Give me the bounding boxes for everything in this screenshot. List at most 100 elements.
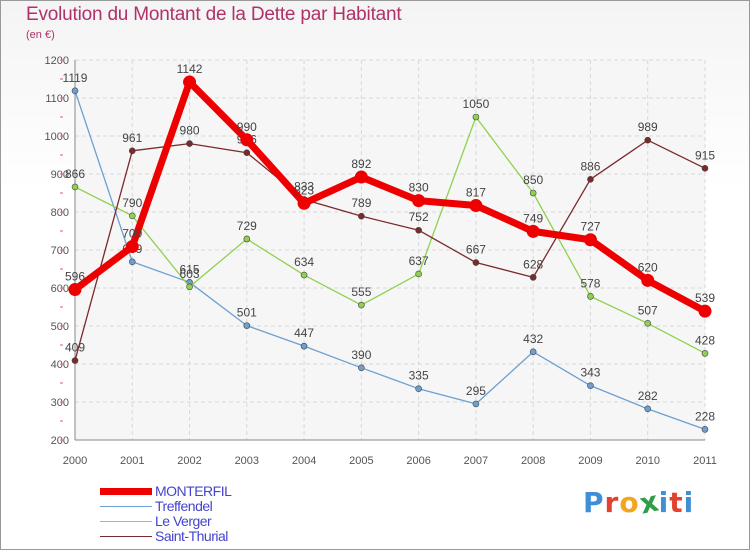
data-point [354,170,368,184]
data-label: 620 [638,260,658,274]
logo-letter: i [683,486,695,519]
y-tick-label: 900 [51,169,69,181]
legend-label: Le Verger [155,513,212,529]
data-label: 628 [523,257,543,271]
series-le-verger: 866 790 603 729 634 555 637 1050 850 578 507 428 [65,97,715,357]
data-label: 596 [65,270,85,284]
x-tick-label: 2006 [406,455,430,467]
y-tick-label: 1000 [45,131,69,143]
y-tick-label: 600 [51,283,69,295]
data-point [644,320,652,327]
x-tick-label: 2003 [235,455,259,467]
data-label: 833 [294,179,314,193]
y-tick-label: 700 [51,245,69,257]
data-label: 428 [695,333,715,347]
data-point [128,147,136,155]
data-point [529,274,537,281]
logo-letter: r [604,486,620,519]
data-point [415,385,422,393]
data-label: 432 [523,332,543,346]
x-tick-label: 2002 [177,455,201,467]
data-point [415,226,422,234]
data-label: 823 [294,183,314,197]
logo-letter: P [583,486,605,519]
data-point [243,235,251,243]
data-point [472,400,480,408]
data-point [469,199,483,213]
y-tick-label: 500 [51,321,69,333]
data-point [297,196,311,210]
data-label: 980 [180,124,200,138]
series-saint-thurial: 409961980956833789752667628886989915 [65,120,715,364]
data-label: 335 [409,369,429,383]
data-point [644,136,652,144]
data-point [128,212,136,220]
data-label: 1119 [63,71,88,85]
data-label: 390 [351,348,371,362]
x-tick-label: 2004 [292,455,316,467]
data-label: 990 [237,120,257,134]
data-point [186,140,193,147]
data-label: 634 [294,255,314,269]
logo-letter: t [669,486,684,519]
x-tick-label: 2010 [635,455,659,467]
data-label: 709 [122,227,142,241]
data-label: 752 [409,210,429,224]
data-point [71,183,79,191]
y-tick-label: 1100 [45,93,69,105]
data-point [587,176,594,183]
x-tick-label: 2001 [120,455,144,467]
data-label: 729 [237,219,257,233]
data-label: 727 [580,220,600,234]
logo-letter: i [658,486,670,519]
data-label: 886 [580,159,600,173]
data-point [125,240,139,254]
logo-letter: o [619,486,640,519]
data-point [415,270,422,278]
legend-label: MONTERFIL [155,483,232,499]
data-label: 749 [523,211,543,225]
data-point [529,189,537,197]
data-point [71,87,79,95]
series-line [72,78,707,315]
x-tick-label: 2005 [349,455,373,467]
data-point [472,259,480,266]
data-point [529,348,537,356]
data-label: 282 [638,389,658,403]
data-point [243,149,251,157]
data-label: 447 [294,326,314,340]
data-point [641,273,655,287]
series-monterfil: 596 709 1142 990 823 892 830 817 749 727 620 539 [65,62,715,318]
data-point [300,271,308,279]
data-point [644,405,652,413]
y-tick-label: 800 [51,207,69,219]
proxiti-logo: Proxiti [583,484,695,520]
series-line [74,139,706,361]
data-point [412,194,426,208]
data-label: 409 [65,341,85,355]
legend-label: Treffendel [155,498,213,514]
data-label: 507 [638,303,658,317]
data-point [583,233,597,247]
data-point [128,258,136,266]
data-label: 501 [237,306,257,320]
data-label: 228 [695,409,715,423]
data-label: 961 [122,131,142,145]
data-label: 866 [65,167,85,181]
data-point [701,165,709,172]
legend-swatch [100,506,152,507]
data-label: 817 [466,186,486,200]
y-tick-label: 400 [51,359,69,371]
data-label: 790 [122,196,142,210]
data-point [526,224,540,238]
data-label: 295 [466,384,486,398]
x-tick-label: 2007 [464,455,488,467]
data-point [68,283,82,297]
data-point [300,342,308,350]
data-point [587,293,594,300]
data-point [183,75,197,89]
chart-subtitle: (en €) [26,29,55,41]
data-point [358,212,365,220]
data-label: 603 [180,267,200,281]
